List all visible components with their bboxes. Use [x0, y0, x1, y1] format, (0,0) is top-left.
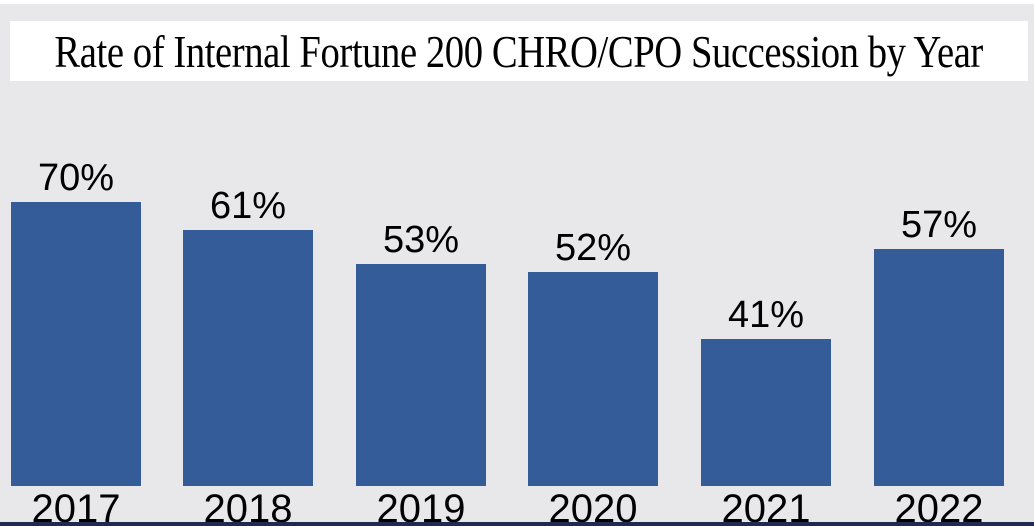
chart-title-band: Rate of Internal Fortune 200 CHRO/CPO Su…: [10, 21, 1028, 81]
bar-value-label-2018: 61%: [209, 185, 287, 227]
bar-2018: [183, 230, 313, 486]
x-axis-label-2017: 2017: [31, 487, 121, 526]
x-axis-label-2019: 2019: [376, 487, 466, 526]
x-axis-label-2021: 2021: [721, 487, 811, 526]
bar-value-label-2017: 70%: [37, 157, 115, 199]
bottom-accent-strip: [0, 522, 1034, 526]
chart-background: [0, 4, 1034, 526]
x-axis-label-2020: 2020: [548, 487, 638, 526]
bar-value-label-2020: 52%: [554, 227, 632, 269]
x-axis-label-2022: 2022: [894, 487, 984, 526]
chart-title: Rate of Internal Fortune 200 CHRO/CPO Su…: [54, 25, 984, 77]
bar-2020: [528, 272, 658, 486]
bar-value-label-2021: 41%: [727, 294, 805, 336]
bar-2017: [11, 202, 141, 486]
bar-2022: [874, 249, 1004, 486]
bar-value-label-2019: 53%: [382, 219, 460, 261]
bar-2021: [701, 339, 831, 486]
x-axis-label-2018: 2018: [203, 487, 293, 526]
bar-value-label-2022: 57%: [900, 204, 978, 246]
bar-2019: [356, 264, 486, 486]
